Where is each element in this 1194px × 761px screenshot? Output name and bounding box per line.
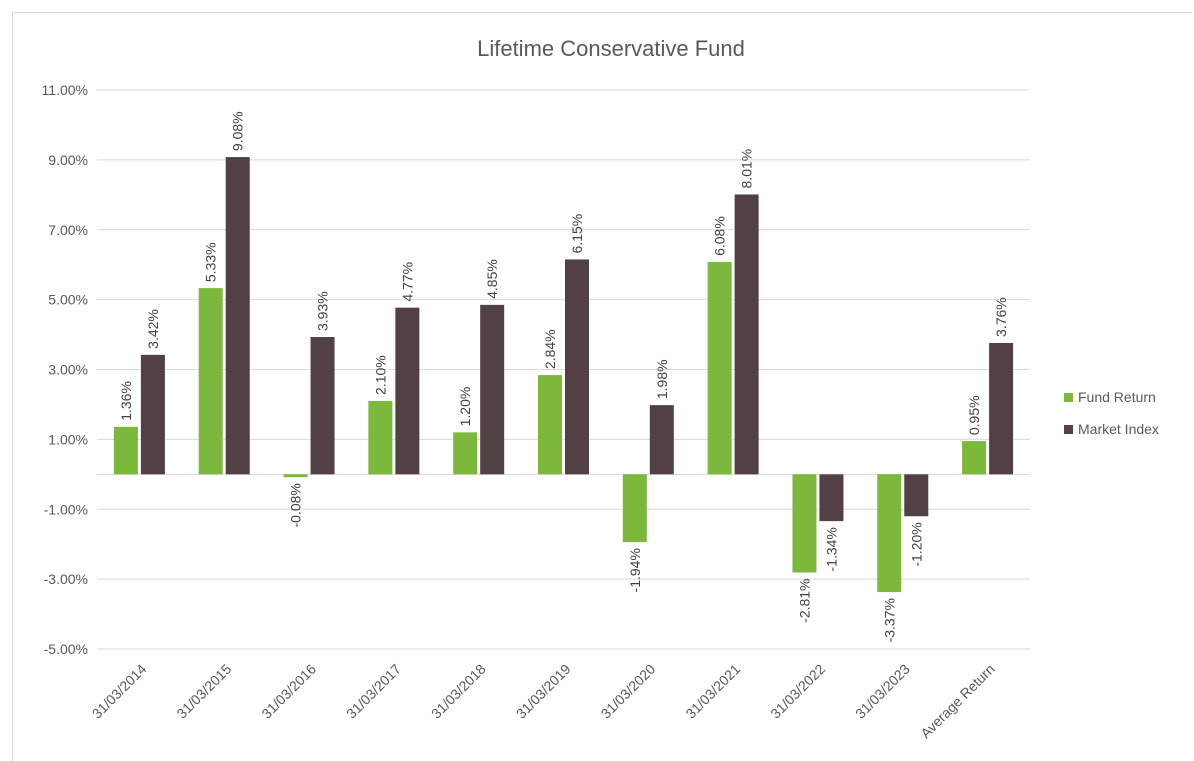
bar-market-index [310, 337, 335, 475]
legend-swatch [1064, 393, 1073, 402]
bar-fund-return [368, 400, 393, 475]
chart-frame [12, 12, 1192, 761]
bar-fund-return [283, 474, 308, 478]
x-tick-label: 31/03/2017 [343, 661, 404, 722]
legend: Fund Return Market Index [1064, 389, 1159, 437]
gridlines [97, 89, 1030, 650]
y-tick-label: -5.00% [44, 641, 88, 657]
legend-label: Market Index [1078, 421, 1159, 437]
bar-market-index [734, 194, 759, 475]
bar-fund-return [962, 441, 987, 475]
legend-swatch [1064, 425, 1073, 434]
bar-market-index [395, 307, 420, 475]
bar-market-index [480, 304, 505, 475]
y-tick-label: 5.00% [48, 292, 88, 308]
bar-fund-return [792, 474, 817, 573]
data-label: 1.98% [654, 359, 670, 399]
data-label: -2.81% [796, 578, 812, 622]
x-tick-label: 31/03/2020 [598, 661, 659, 722]
bar-market-index [989, 342, 1014, 475]
bar-market-index [140, 354, 165, 475]
data-label: 3.42% [145, 309, 161, 349]
bars [113, 157, 1014, 593]
data-label: 5.33% [203, 242, 219, 282]
data-label: 2.84% [542, 329, 558, 369]
y-tick-label: 7.00% [48, 222, 88, 238]
bar-fund-return [198, 288, 223, 475]
x-tick-label: 31/03/2023 [852, 661, 913, 722]
bar-market-index [649, 405, 674, 475]
bar-market-index [904, 474, 929, 517]
data-label: 1.20% [457, 387, 473, 427]
bar-market-index [225, 157, 250, 475]
y-tick-label: 1.00% [48, 431, 88, 447]
data-label: 2.10% [372, 355, 388, 395]
data-label: -1.20% [908, 522, 924, 566]
data-label: 6.08% [712, 216, 728, 256]
bar-fund-return [113, 426, 138, 475]
data-label: 9.08% [230, 111, 246, 151]
y-tick-label: 11.00% [42, 82, 88, 98]
y-tick-label: 3.00% [48, 362, 88, 378]
bar-fund-return [453, 432, 478, 475]
data-label: 3.93% [315, 291, 331, 331]
bar-fund-return [877, 474, 902, 593]
x-axis-ticks: 31/03/2014 31/03/2015 31/03/2016 31/03/2017… [89, 661, 998, 742]
y-tick-label: -3.00% [44, 571, 88, 587]
data-label: -3.37% [881, 598, 897, 642]
data-label: -1.94% [627, 548, 643, 592]
y-axis-ticks: 11.00% 9.00% 7.00% 5.00% 3.00% 1.00% -1.00% -3.… [42, 82, 88, 657]
data-label: 3.76% [993, 297, 1009, 337]
data-label: 8.01% [739, 149, 755, 189]
x-tick-label: 31/03/2021 [682, 661, 743, 722]
legend-label: Fund Return [1078, 389, 1156, 405]
data-label: -0.08% [288, 483, 304, 527]
x-tick-label: 31/03/2015 [173, 661, 234, 722]
data-label: 0.95% [966, 395, 982, 435]
data-label: -1.34% [823, 527, 839, 571]
y-tick-label: 9.00% [48, 152, 88, 168]
x-tick-label: 31/03/2018 [428, 661, 489, 722]
x-tick-label: 31/03/2014 [89, 661, 150, 722]
bar-fund-return [538, 375, 562, 475]
data-labels: 1.36% 3.42% 5.33% 9.08% -0.08% 3.93% 2.10% 4.77… [118, 111, 1009, 642]
data-label: 1.36% [118, 381, 134, 421]
bar-market-index [819, 474, 844, 522]
bar-fund-return [707, 261, 732, 475]
data-label: 6.15% [569, 214, 585, 254]
x-tick-label: 31/03/2016 [258, 661, 319, 722]
x-tick-label: 31/03/2019 [513, 661, 574, 722]
y-tick-label: -1.00% [44, 501, 88, 517]
chart-title: Lifetime Conservative Fund [477, 36, 745, 61]
x-tick-label: 31/03/2022 [767, 661, 828, 722]
data-label: 4.85% [484, 259, 500, 299]
data-label: 4.77% [399, 262, 415, 302]
bar-fund-return [622, 474, 647, 543]
x-tick-label: Average Return [917, 661, 997, 741]
bar-market-index [565, 259, 589, 475]
